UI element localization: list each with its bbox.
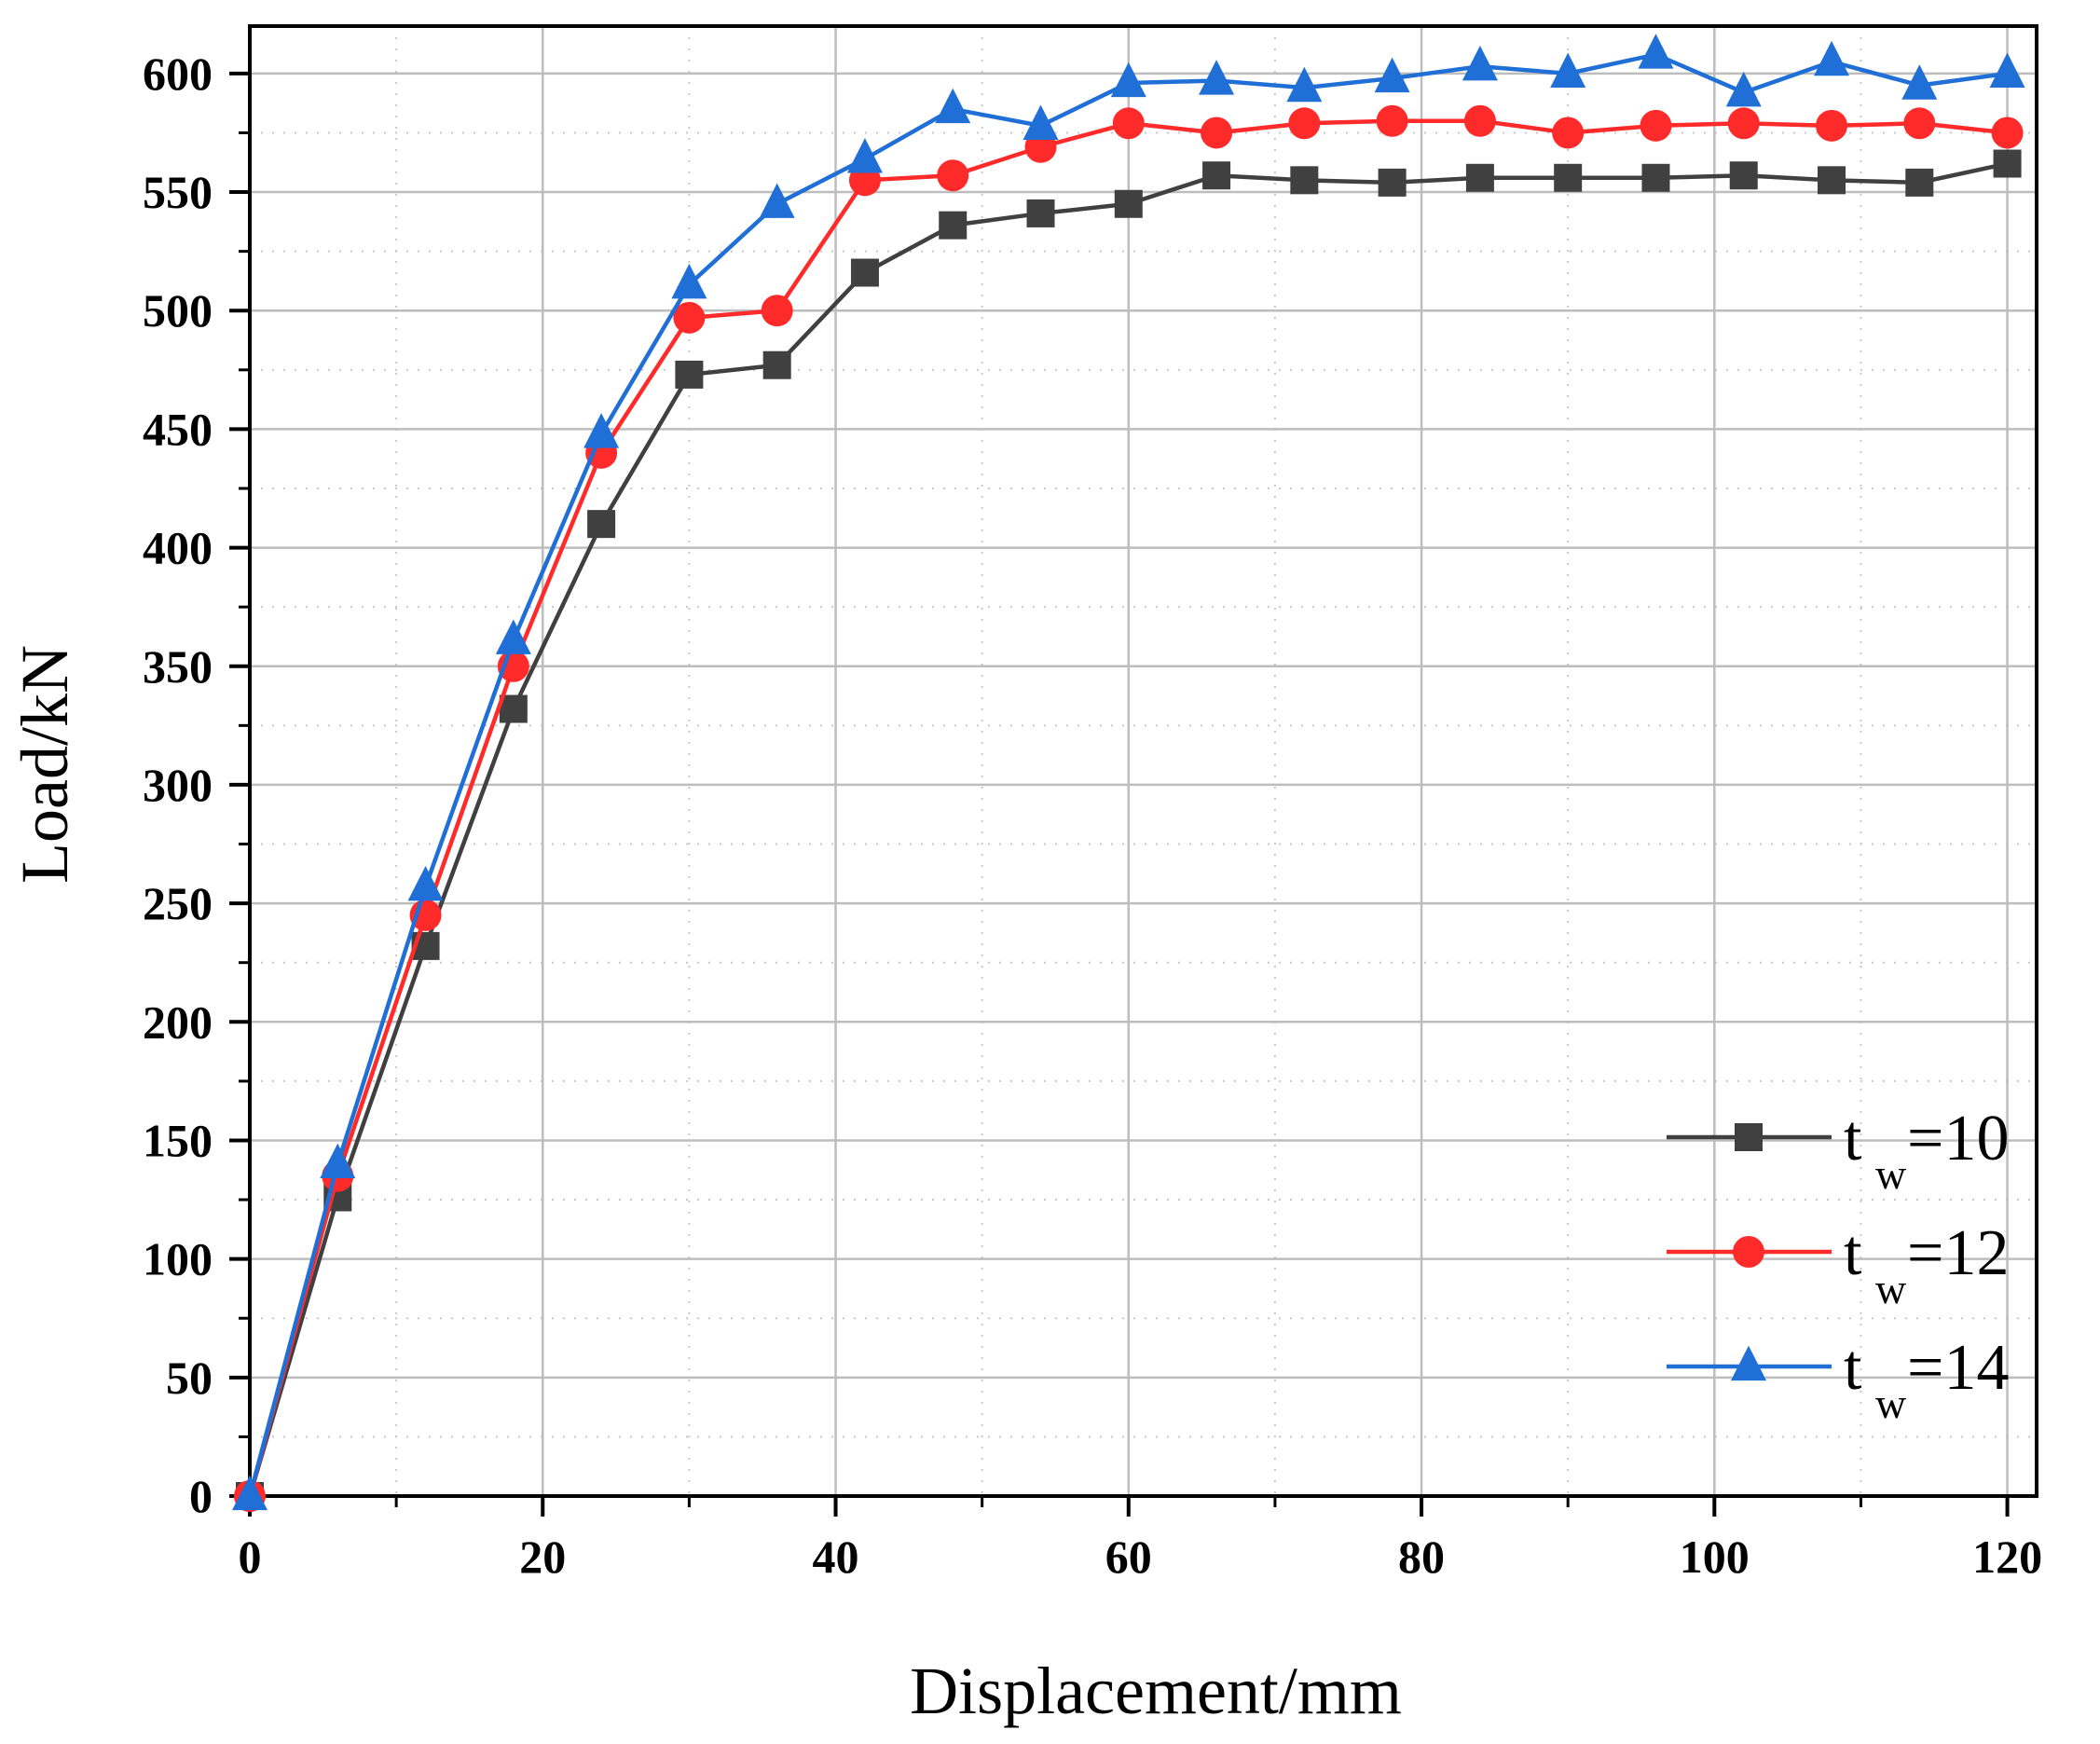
y-tick-label: 350 — [143, 640, 213, 693]
data-point — [1114, 189, 1143, 218]
data-point — [937, 159, 969, 192]
data-point — [1638, 34, 1674, 69]
y-tick-label: 450 — [143, 403, 213, 455]
y-tick-label: 500 — [143, 284, 213, 336]
x-tick-label: 100 — [1680, 1531, 1750, 1583]
data-point — [939, 211, 968, 240]
data-point — [1729, 161, 1758, 190]
data-point — [1641, 163, 1670, 192]
data-point — [1905, 168, 1934, 197]
data-point — [232, 1475, 268, 1511]
x-tick-label: 60 — [1105, 1531, 1152, 1583]
y-tick-label: 300 — [143, 759, 213, 811]
legend-entry: t w =12 — [1667, 1217, 2009, 1312]
legend-label-value: =10 — [1907, 1103, 2009, 1174]
legend-label-main: t — [1844, 1332, 1862, 1404]
y-tick-label: 200 — [143, 996, 213, 1048]
data-point — [762, 350, 791, 379]
legend: t w =10t w =12t w =14 — [1667, 1103, 2009, 1427]
y-tick-label: 100 — [143, 1233, 213, 1285]
series-triangle — [232, 34, 2025, 1511]
legend-label-main: t — [1844, 1103, 1862, 1174]
y-axis-title: Load/kN — [7, 645, 82, 884]
y-tick-label: 550 — [143, 166, 213, 218]
data-point — [587, 510, 616, 539]
y-tick-label: 600 — [143, 48, 213, 100]
series-square — [236, 149, 2022, 1510]
legend-label-value: =12 — [1907, 1217, 2009, 1289]
data-point — [1286, 66, 1323, 103]
x-tick-label: 40 — [813, 1531, 859, 1583]
grid — [250, 26, 2037, 1496]
x-tick-label: 0 — [239, 1531, 262, 1583]
data-point — [759, 183, 795, 218]
data-point — [1814, 40, 1850, 76]
data-point — [1462, 45, 1498, 81]
axes: 0 20 40 60 80 100 120 0 50 100 150 200 250 300 350 400 4… — [143, 24, 2042, 1583]
data-point — [1378, 168, 1407, 197]
data-point — [1816, 109, 1848, 142]
data-point — [1374, 57, 1410, 93]
legend-label-value: =14 — [1907, 1332, 2009, 1404]
data-point — [1202, 161, 1231, 190]
y-tick-label: 0 — [189, 1470, 213, 1522]
data-point — [1903, 107, 1936, 140]
data-point — [935, 88, 971, 124]
data-point — [1640, 109, 1672, 142]
legend-label-sub: w — [1875, 1380, 1907, 1427]
data-point — [1112, 107, 1145, 140]
x-tick-label: 20 — [519, 1531, 566, 1583]
data-point — [1110, 62, 1146, 98]
x-tick-label: 120 — [1972, 1531, 2042, 1583]
y-tick-label: 250 — [143, 877, 213, 929]
data-point — [1023, 104, 1059, 140]
data-point — [850, 258, 879, 287]
data-point — [1818, 166, 1846, 195]
data-point — [761, 295, 793, 327]
plot-frame — [248, 24, 2038, 1498]
data-point — [583, 413, 620, 448]
legend-marker — [1735, 1123, 1763, 1151]
data-point — [495, 619, 531, 654]
data-point — [1993, 149, 2022, 178]
legend-label-sub: w — [1875, 1150, 1907, 1198]
series-group — [232, 34, 2025, 1512]
data-point — [1901, 64, 1938, 100]
legend-marker — [1733, 1236, 1764, 1268]
data-point — [1199, 60, 1235, 95]
data-point — [1727, 107, 1760, 140]
data-point — [846, 138, 883, 173]
data-point — [673, 301, 706, 334]
data-point — [407, 865, 444, 901]
data-point — [671, 263, 707, 299]
data-point — [499, 694, 528, 723]
data-point — [320, 1143, 356, 1179]
data-point — [1550, 52, 1586, 88]
x-axis-title: Displacement/mm — [910, 1654, 1402, 1728]
x-tick-label: 80 — [1398, 1531, 1445, 1583]
data-point — [1554, 163, 1583, 192]
data-point — [1026, 199, 1055, 227]
y-tick-label: 50 — [166, 1352, 213, 1404]
y-tick-label: 400 — [143, 522, 213, 574]
data-point — [1463, 104, 1496, 137]
data-point — [1989, 52, 2025, 88]
data-point — [675, 360, 704, 389]
legend-entry: t w =10 — [1667, 1103, 2009, 1198]
data-point — [1288, 107, 1321, 140]
legend-label-main: t — [1844, 1217, 1862, 1289]
data-point — [1725, 71, 1762, 107]
legend-marker — [1731, 1345, 1766, 1381]
data-point — [1991, 117, 2024, 149]
legend-label-sub: w — [1875, 1265, 1907, 1312]
data-point — [1201, 117, 1233, 149]
data-point — [1290, 166, 1319, 195]
data-point — [1376, 104, 1408, 137]
y-tick-label: 150 — [143, 1114, 213, 1166]
data-point — [1465, 163, 1494, 192]
data-point — [1552, 117, 1585, 149]
legend-entry: t w =14 — [1667, 1332, 2009, 1427]
